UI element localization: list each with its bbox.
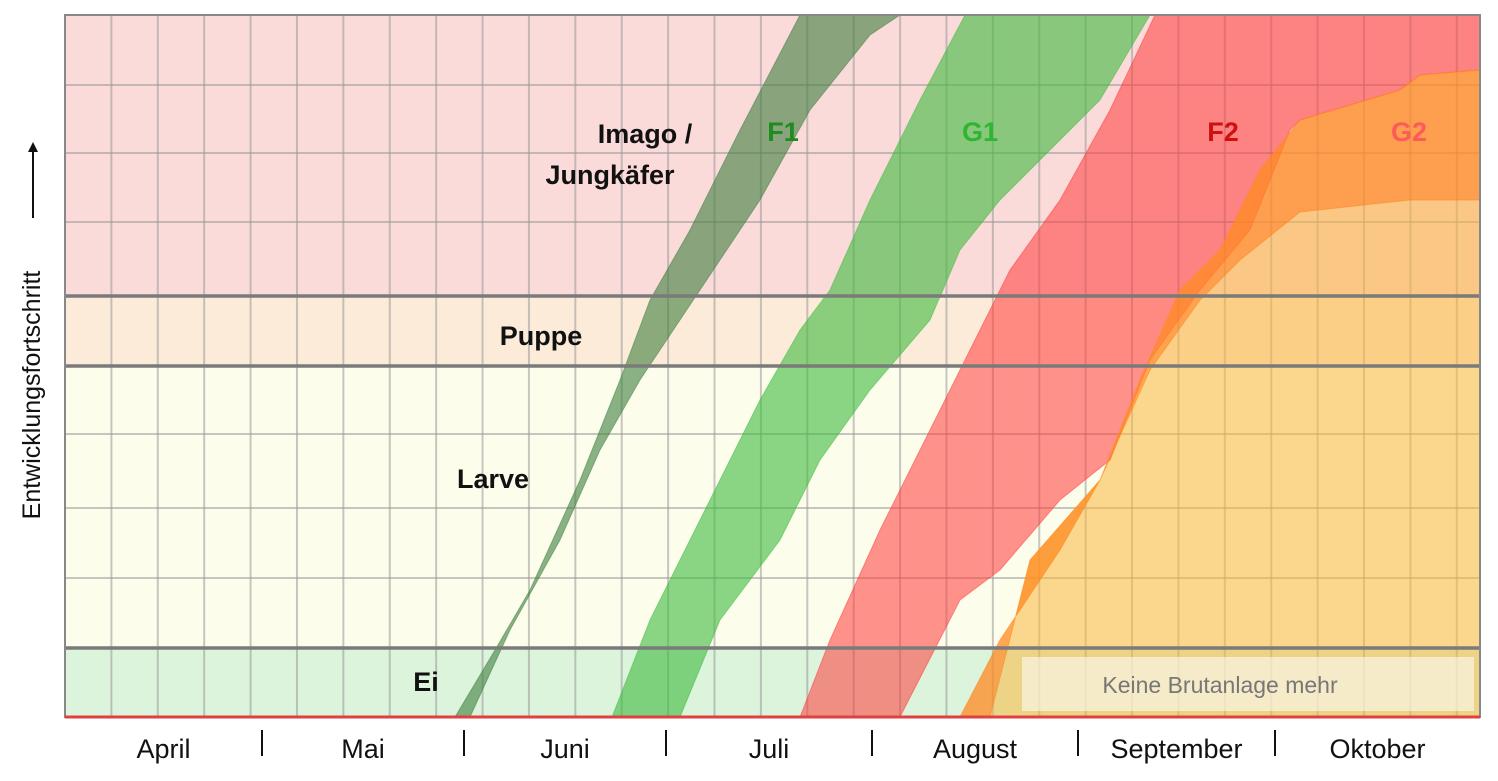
stage-label: Larve [457, 464, 529, 494]
month-label: Juli [749, 734, 790, 764]
series-label: F2 [1207, 117, 1239, 147]
series-label: G1 [962, 117, 998, 147]
note: Keine Brutanlage mehr [1102, 672, 1338, 698]
stage-dividers [65, 294, 1480, 650]
x-axis: April Mai Juni Juli August September Oktober [136, 730, 1426, 764]
g2-band [959, 69, 1481, 718]
stage-label: Jungkäfer [545, 160, 675, 190]
series-label: G2 [1391, 117, 1427, 147]
stage-label: Ei [413, 667, 439, 697]
stage-label: Imago / [598, 119, 693, 149]
y-axis-label: Entwicklungsfortschritt [18, 271, 46, 520]
note-box [1022, 657, 1474, 711]
g2-lower-area [990, 200, 1480, 717]
month-label: Juni [540, 734, 590, 764]
month-label: September [1110, 734, 1242, 764]
month-label: Oktober [1329, 734, 1425, 764]
month-label: Mai [341, 734, 385, 764]
stage-label: Puppe [500, 321, 583, 351]
month-label: August [933, 734, 1018, 764]
series-label: F1 [767, 117, 799, 147]
y-axis-arrowhead [28, 142, 38, 152]
month-label: April [136, 734, 190, 764]
